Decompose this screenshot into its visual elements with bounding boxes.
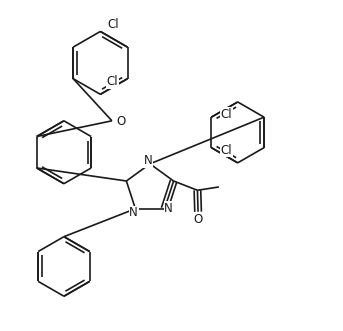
Text: N: N [129, 206, 138, 219]
Text: Cl: Cl [221, 108, 232, 121]
Text: Cl: Cl [221, 144, 232, 157]
Text: O: O [193, 213, 203, 225]
Text: N: N [144, 154, 153, 167]
Text: O: O [116, 115, 125, 128]
Text: Cl: Cl [108, 18, 119, 31]
Text: N: N [164, 202, 173, 214]
Text: Cl: Cl [107, 75, 118, 88]
